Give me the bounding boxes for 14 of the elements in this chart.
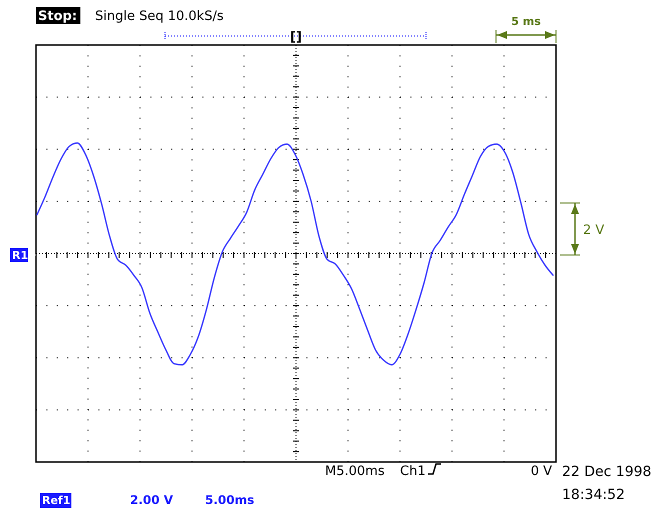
text: 0 V: [530, 464, 552, 479]
text: 5 ms: [511, 15, 542, 28]
text: []: [290, 30, 302, 45]
text: 2.00 V: [130, 493, 174, 507]
text: 2 V: [583, 223, 604, 238]
text: Ch1: [400, 464, 426, 479]
ref-line-label: R1: [12, 249, 28, 262]
text: Stop:: [38, 9, 78, 24]
text: Ref1: [42, 494, 70, 507]
text: M5.00ms: [325, 464, 385, 479]
text: 22 Dec 1998: [562, 464, 652, 480]
text: 5.00ms: [205, 493, 254, 507]
text: 18:34:52: [562, 487, 625, 503]
text: Single Seq 10.0kS/s: [95, 9, 224, 24]
